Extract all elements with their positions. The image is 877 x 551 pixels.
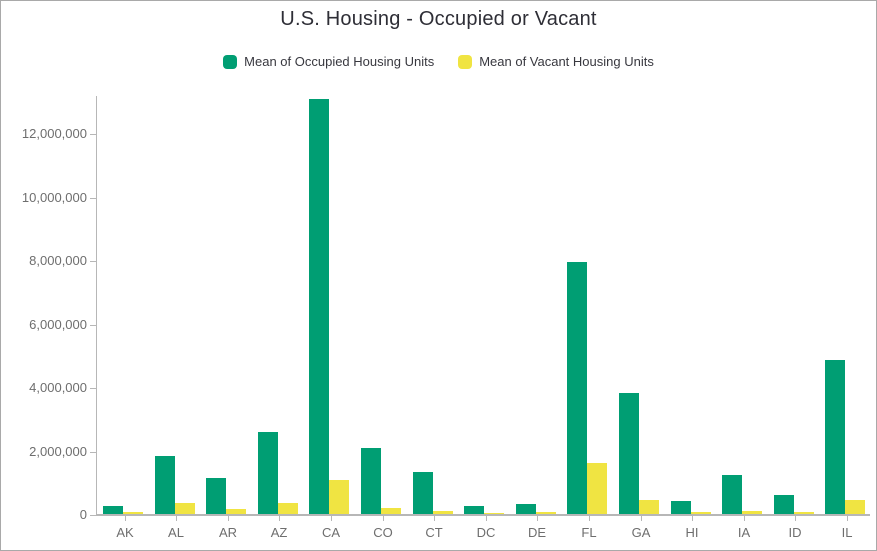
x-tick-mark xyxy=(795,516,796,521)
y-axis-label: 2,000,000 xyxy=(29,444,87,459)
bar-vacant-FL[interactable] xyxy=(587,463,607,514)
x-tick-mark xyxy=(537,516,538,521)
bar-occupied-CA[interactable] xyxy=(309,99,329,514)
x-axis-label: DE xyxy=(527,525,547,540)
bar-occupied-IL[interactable] xyxy=(825,360,845,514)
x-axis-label: GA xyxy=(631,525,651,540)
legend-item-vacant[interactable]: Mean of Vacant Housing Units xyxy=(458,54,654,69)
y-tick-mark xyxy=(90,261,96,262)
x-axis-label: DC xyxy=(476,525,496,540)
bar-occupied-DC[interactable] xyxy=(464,506,484,514)
bar-occupied-AK[interactable] xyxy=(103,506,123,514)
x-tick-mark xyxy=(279,516,280,521)
x-axis-label: CA xyxy=(321,525,341,540)
bar-vacant-DE[interactable] xyxy=(536,512,556,514)
y-axis-label: 12,000,000 xyxy=(21,126,87,141)
x-axis-label: IA xyxy=(737,525,751,540)
y-tick-mark xyxy=(90,325,96,326)
x-tick-mark xyxy=(486,516,487,521)
bar-occupied-DE[interactable] xyxy=(516,504,536,514)
x-axis-label: ID xyxy=(788,525,802,540)
legend-label-occupied: Mean of Occupied Housing Units xyxy=(244,54,435,69)
y-tick-mark xyxy=(90,134,96,135)
x-tick-mark xyxy=(589,516,590,521)
bar-occupied-AL[interactable] xyxy=(155,456,175,514)
y-axis-label: 0 xyxy=(79,507,87,522)
bar-vacant-HI[interactable] xyxy=(691,512,711,514)
x-tick-mark xyxy=(176,516,177,521)
x-axis-line xyxy=(96,514,870,516)
bar-occupied-AZ[interactable] xyxy=(258,432,278,514)
y-tick-mark xyxy=(90,515,96,516)
x-axis-label: AK xyxy=(116,525,134,540)
chart-title: U.S. Housing - Occupied or Vacant xyxy=(280,8,597,30)
x-axis-label: CO xyxy=(373,525,393,540)
x-axis-label: IL xyxy=(841,525,853,540)
bar-vacant-CA[interactable] xyxy=(329,480,349,514)
x-axis-label: AZ xyxy=(270,525,288,540)
bar-vacant-AL[interactable] xyxy=(175,503,195,514)
y-axis-label: 4,000,000 xyxy=(29,380,87,395)
y-tick-mark xyxy=(90,198,96,199)
bar-vacant-DC[interactable] xyxy=(484,513,504,514)
x-axis-label: HI xyxy=(685,525,699,540)
vacant-swatch-icon xyxy=(458,54,473,69)
x-tick-mark xyxy=(744,516,745,521)
x-axis-label: AL xyxy=(168,525,184,540)
bar-occupied-ID[interactable] xyxy=(774,495,794,514)
x-tick-mark xyxy=(125,516,126,521)
x-axis-label: AR xyxy=(218,525,238,540)
y-axis-label: 8,000,000 xyxy=(29,253,87,268)
bar-vacant-GA[interactable] xyxy=(639,500,659,514)
x-tick-mark xyxy=(847,516,848,521)
x-tick-mark xyxy=(228,516,229,521)
bar-vacant-CT[interactable] xyxy=(433,511,453,514)
bar-vacant-IL[interactable] xyxy=(845,500,865,514)
y-axis-label: 10,000,000 xyxy=(21,190,87,205)
bar-occupied-CT[interactable] xyxy=(413,472,433,514)
bar-vacant-AZ[interactable] xyxy=(278,503,298,514)
bar-vacant-AR[interactable] xyxy=(226,509,246,514)
occupied-swatch-icon xyxy=(223,54,238,69)
bar-occupied-FL[interactable] xyxy=(567,262,587,514)
bar-vacant-AK[interactable] xyxy=(123,512,143,514)
x-tick-mark xyxy=(692,516,693,521)
x-axis-label: CT xyxy=(425,525,443,540)
y-axis-line xyxy=(96,96,97,515)
legend: Mean of Occupied Housing Units Mean of V… xyxy=(1,54,876,69)
bar-vacant-CO[interactable] xyxy=(381,508,401,514)
bar-vacant-IA[interactable] xyxy=(742,511,762,514)
x-axis-label: FL xyxy=(581,525,597,540)
legend-item-occupied[interactable]: Mean of Occupied Housing Units xyxy=(223,54,434,69)
legend-label-vacant: Mean of Vacant Housing Units xyxy=(479,54,654,69)
bar-occupied-GA[interactable] xyxy=(619,393,639,514)
x-tick-mark xyxy=(434,516,435,521)
y-tick-mark xyxy=(90,388,96,389)
y-axis-label: 6,000,000 xyxy=(29,317,87,332)
bar-vacant-ID[interactable] xyxy=(794,512,814,514)
x-tick-mark xyxy=(331,516,332,521)
bar-occupied-AR[interactable] xyxy=(206,478,226,514)
bar-occupied-HI[interactable] xyxy=(671,501,691,514)
bar-occupied-CO[interactable] xyxy=(361,448,381,514)
bar-occupied-IA[interactable] xyxy=(722,475,742,514)
x-tick-mark xyxy=(641,516,642,521)
x-tick-mark xyxy=(383,516,384,521)
y-tick-mark xyxy=(90,452,96,453)
